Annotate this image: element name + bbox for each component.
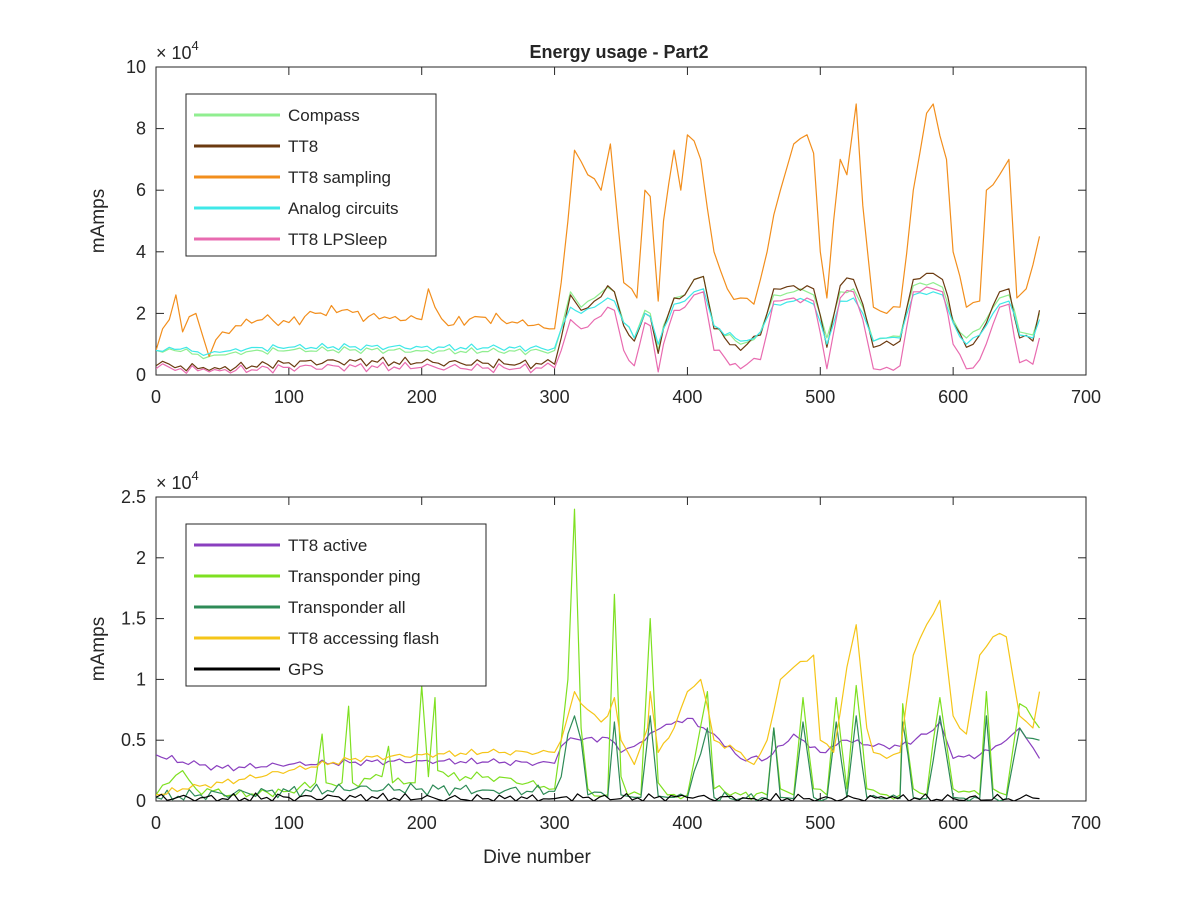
legend-entry: TT8 sampling bbox=[288, 168, 391, 187]
y-tick-label: 1 bbox=[136, 669, 146, 689]
series-line-analog-circuits bbox=[156, 288, 1041, 356]
y-tick-label: 2.5 bbox=[121, 487, 146, 507]
series-line-tt8-active bbox=[156, 717, 1041, 772]
legend-entry: TT8 bbox=[288, 137, 318, 156]
x-tick-label: 300 bbox=[540, 813, 570, 833]
legend-box bbox=[185, 93, 437, 257]
y-exponent-power: 4 bbox=[192, 468, 199, 483]
x-tick-label: 0 bbox=[151, 387, 161, 407]
legend-box bbox=[185, 523, 487, 687]
y-axis-label: mAmps bbox=[88, 189, 109, 253]
x-axis-label: Dive number bbox=[483, 847, 591, 868]
x-tick-label: 400 bbox=[672, 387, 702, 407]
series-line-tt8-accessing-flash bbox=[156, 599, 1041, 796]
series-line-gps bbox=[156, 792, 1040, 801]
x-tick-label: 700 bbox=[1071, 387, 1101, 407]
series-line-tt8-lpsleep bbox=[156, 286, 1041, 374]
series-line-tt8-sampling bbox=[156, 103, 1041, 358]
legend-entry: TT8 active bbox=[288, 536, 367, 555]
legend-entry: Compass bbox=[288, 106, 360, 125]
y-exponent-power: 4 bbox=[192, 38, 199, 53]
legend-entry: Transponder ping bbox=[288, 567, 421, 586]
x-tick-label: 200 bbox=[407, 813, 437, 833]
legend-entry: TT8 accessing flash bbox=[288, 629, 439, 648]
x-tick-label: 600 bbox=[938, 813, 968, 833]
x-tick-label: 400 bbox=[672, 813, 702, 833]
legend-entry: TT8 LPSleep bbox=[288, 230, 387, 249]
x-tick-label: 100 bbox=[274, 813, 304, 833]
y-tick-label: 4 bbox=[136, 242, 146, 262]
series-line-tt8 bbox=[156, 272, 1041, 372]
x-tick-label: 200 bbox=[407, 387, 437, 407]
y-tick-label: 0.5 bbox=[121, 730, 146, 750]
series-group bbox=[156, 103, 1041, 374]
y-axis-label: mAmps bbox=[88, 617, 109, 681]
y-tick-label: 2 bbox=[136, 303, 146, 323]
legend-entry: GPS bbox=[288, 660, 324, 679]
series-group bbox=[156, 508, 1041, 801]
x-tick-label: 500 bbox=[805, 387, 835, 407]
y-tick-label: 6 bbox=[136, 180, 146, 200]
y-tick-label: 0 bbox=[136, 365, 146, 385]
y-tick-label: 8 bbox=[136, 119, 146, 139]
y-tick-label: 2 bbox=[136, 548, 146, 568]
x-tick-label: 600 bbox=[938, 387, 968, 407]
x-tick-label: 300 bbox=[540, 387, 570, 407]
y-tick-label: 1.5 bbox=[121, 609, 146, 629]
x-tick-label: 500 bbox=[805, 813, 835, 833]
x-tick-label: 100 bbox=[274, 387, 304, 407]
x-tick-label: 700 bbox=[1071, 813, 1101, 833]
y-tick-label: 10 bbox=[126, 57, 146, 77]
chart-title: Energy usage - Part2 bbox=[529, 42, 708, 62]
legend-entry: Analog circuits bbox=[288, 199, 399, 218]
x-tick-label: 0 bbox=[151, 813, 161, 833]
legend-entry: Transponder all bbox=[288, 598, 406, 617]
y-tick-label: 0 bbox=[136, 791, 146, 811]
